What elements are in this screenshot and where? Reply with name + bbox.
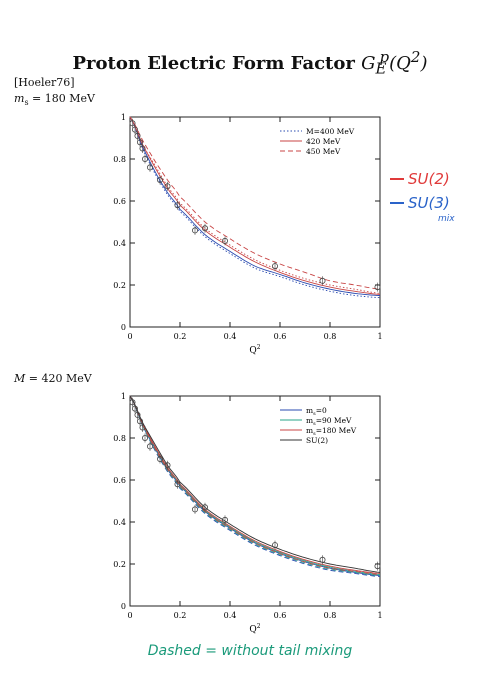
x-tick-label: 0.8 — [324, 611, 337, 620]
legend-label: M=400 MeV — [306, 127, 355, 136]
series-line-5 — [129, 395, 381, 575]
x-axis-label-sup: 2 — [257, 344, 261, 351]
su2-handwritten: SU(2) — [408, 170, 450, 188]
series-line-4 — [129, 395, 381, 574]
legend-label-m: m — [306, 416, 313, 425]
title-arg: (Q — [389, 53, 411, 74]
x-tick-label: 0.2 — [174, 611, 187, 620]
footer-note: Dashed = without tail mixing — [147, 643, 353, 659]
title-symbol: GEp(Q2) — [361, 48, 428, 78]
y-tick-label: 1 — [121, 392, 126, 401]
blue-dash-mark — [390, 202, 404, 204]
series-line-1 — [129, 395, 381, 578]
series-line-2 — [129, 395, 381, 575]
y-tick-label: 0.8 — [113, 434, 126, 443]
y-tick-label: 0.6 — [113, 476, 126, 485]
series-line-4 — [129, 116, 381, 290]
y-tick-label: 0 — [121, 602, 126, 611]
legend-label-m: m — [306, 426, 313, 435]
x-axis-label-sup: 2 — [257, 623, 261, 630]
title-arg-sup: 2 — [410, 48, 421, 66]
legend-label-sub: s — [313, 421, 316, 427]
y-tick-label: 0.6 — [113, 197, 126, 206]
x-tick-label: 1 — [377, 332, 382, 341]
legend-label-rest: =0 — [316, 406, 327, 415]
x-axis-label: Q2 — [249, 344, 260, 355]
su3-annotation: SU(3) — [390, 194, 450, 212]
legend-label-rest: =90 MeV — [316, 416, 352, 425]
m-parameter: M = 420 MeV — [14, 372, 92, 385]
y-tick-label: 0.8 — [113, 155, 126, 164]
su3-mix-sub: mix — [438, 214, 455, 224]
su2-annotation: SU(2) — [390, 170, 450, 188]
legend-label: SU(2) — [306, 436, 328, 445]
x-axis-label: Q2 — [249, 623, 260, 634]
legend-label: ms=0 — [306, 406, 327, 417]
series-line-3 — [129, 395, 381, 577]
series-line-2 — [129, 116, 381, 295]
legend-label-rest: =180 MeV — [316, 426, 357, 435]
series-line-6 — [129, 395, 381, 573]
x-tick-label: 0.4 — [224, 332, 237, 341]
legend-label: ms=180 MeV — [306, 426, 357, 437]
x-tick-label: 1 — [377, 611, 382, 620]
red-dash-mark — [390, 178, 404, 180]
x-tick-label: 0.6 — [274, 611, 287, 620]
x-tick-label: 0 — [127, 611, 132, 620]
y-tick-label: 1 — [121, 113, 126, 122]
x-tick-label: 0.8 — [324, 332, 337, 341]
legend-label-m: m — [306, 406, 313, 415]
reference-label: [Hoeler76] — [14, 76, 75, 89]
series-line-0 — [129, 116, 381, 299]
legend-label: 450 MeV — [306, 147, 341, 156]
x-tick-label: 0.2 — [174, 332, 187, 341]
y-tick-label: 0 — [121, 323, 126, 332]
su3-handwritten: SU(3) — [408, 194, 450, 212]
y-tick-label: 0.4 — [113, 239, 126, 248]
legend-label-sub: s — [313, 431, 316, 437]
legend-label-sub: s — [313, 411, 316, 417]
page-title: Proton Electric Form Factor GEp(Q2) — [0, 48, 500, 78]
y-tick-label: 0.2 — [113, 560, 126, 569]
x-tick-label: 0 — [127, 332, 132, 341]
series-line-3 — [129, 116, 381, 294]
title-sup: p — [379, 48, 390, 66]
plot-frame — [129, 116, 381, 328]
chart-bottom: 000.20.20.40.40.60.60.80.811Q2ms=0ms=90 … — [113, 392, 382, 634]
y-tick-label: 0.4 — [113, 518, 126, 527]
plot-frame — [129, 395, 381, 607]
x-tick-label: 0.6 — [274, 332, 287, 341]
ms-parameter: ms = 180 MeV — [14, 92, 95, 108]
series-line-1 — [129, 116, 381, 296]
legend-label: ms=90 MeV — [306, 416, 352, 427]
y-tick-label: 0.2 — [113, 281, 126, 290]
x-tick-label: 0.4 — [224, 611, 237, 620]
title-text: Proton Electric Form Factor — [72, 53, 355, 74]
legend-label: 420 MeV — [306, 137, 341, 146]
title-sub: E — [375, 59, 387, 78]
